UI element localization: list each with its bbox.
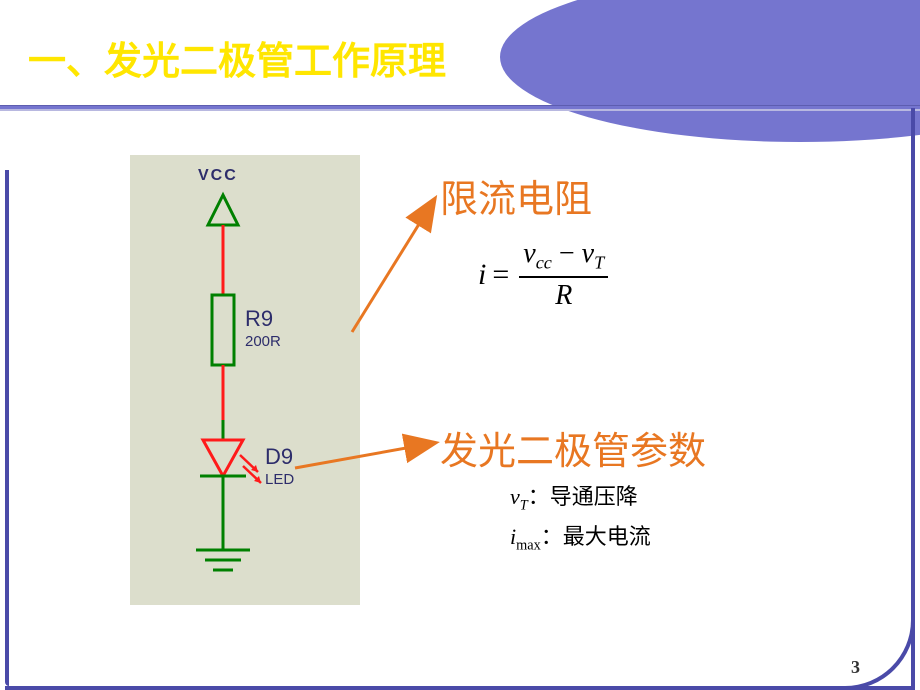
param1-text: ：导通压降 bbox=[528, 484, 638, 509]
led-value: LED bbox=[265, 471, 294, 488]
frame-bottom bbox=[5, 686, 915, 690]
schematic-panel: VCC R9 200R D9 LED bbox=[130, 155, 360, 605]
resistor-body bbox=[212, 295, 234, 365]
header-ellipse bbox=[500, 0, 920, 142]
vcc-label: VCC bbox=[198, 167, 238, 185]
circuit-diagram bbox=[130, 155, 360, 605]
num-v1: v bbox=[523, 238, 535, 269]
slide-title: 一、发光二极管工作原理 bbox=[28, 30, 446, 85]
frame-corner bbox=[835, 610, 915, 690]
vcc-terminal bbox=[208, 195, 238, 225]
current-formula: i = vcc − vT R bbox=[478, 238, 612, 312]
resistor-value: 200R bbox=[245, 333, 281, 350]
header-underline bbox=[0, 105, 920, 111]
formula-fraction: vcc − vT R bbox=[519, 238, 608, 312]
frame-right bbox=[911, 108, 915, 690]
formula-denominator: R bbox=[551, 280, 576, 312]
fraction-line bbox=[519, 276, 608, 278]
page-number: 3 bbox=[851, 657, 860, 678]
param1-sym: v bbox=[510, 484, 520, 509]
callout-led-params: 发光二极管参数 bbox=[440, 420, 706, 475]
param-imax: imax：最大电流 bbox=[510, 518, 651, 558]
formula-numerator: vcc − vT bbox=[519, 238, 608, 274]
ground-symbol bbox=[196, 550, 250, 570]
param1-sub: T bbox=[520, 497, 528, 513]
num-sub1: cc bbox=[536, 253, 552, 273]
led-parameters: vT：导通压降 imax：最大电流 bbox=[510, 478, 651, 557]
formula-lhs: i bbox=[478, 258, 486, 292]
param2-sub: max bbox=[516, 537, 541, 553]
led-symbol bbox=[200, 440, 261, 483]
callout-resistor: 限流电阻 bbox=[440, 168, 592, 223]
slide-header: 一、发光二极管工作原理 bbox=[0, 12, 920, 112]
num-v2: v bbox=[582, 238, 594, 269]
param-vt: vT：导通压降 bbox=[510, 478, 651, 518]
resistor-ref: R9 bbox=[245, 306, 273, 332]
param2-text: ：最大电流 bbox=[541, 524, 651, 549]
num-minus: − bbox=[552, 238, 582, 269]
num-sub2: T bbox=[594, 253, 604, 273]
formula-eq: = bbox=[492, 258, 509, 292]
frame-left bbox=[5, 170, 9, 686]
led-ref: D9 bbox=[265, 444, 293, 470]
